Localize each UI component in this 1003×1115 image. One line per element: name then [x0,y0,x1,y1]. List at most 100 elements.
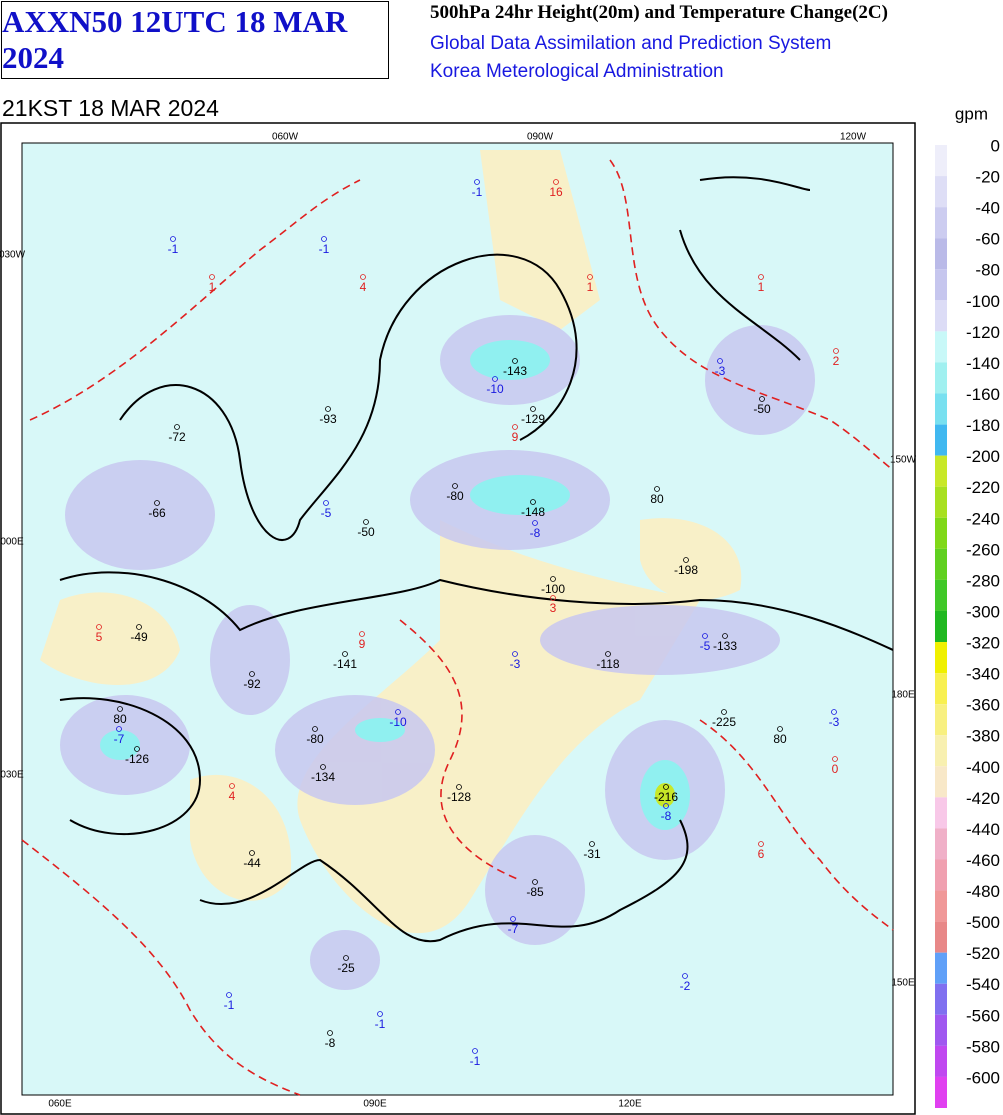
height-label: -85 [526,885,544,899]
height-label: -25 [337,961,355,975]
temp-rise-label: 4 [360,280,367,294]
legend-label: -240 [966,509,1000,528]
center-marker [532,879,538,885]
product-code: AXXN50 12UTC 18 MAR 2024 [2,4,348,75]
legend-label: -520 [966,944,1000,963]
height-label: 80 [773,732,787,746]
height-label: -49 [130,630,148,644]
center-marker [721,709,727,715]
center-marker [550,595,556,601]
center-marker [512,424,518,430]
temp-rise-label: 1 [758,280,765,294]
center-marker [249,671,255,677]
height-label: 80 [650,492,664,506]
center-marker [530,499,536,505]
temp-fall-label: -2 [680,979,691,993]
center-marker [325,406,331,412]
temp-fall-label: -1 [472,185,483,199]
height-label: -80 [306,732,324,746]
legend-swatch [935,486,947,518]
center-marker [702,633,708,639]
center-marker [96,624,102,630]
grid-label: 090W [527,132,554,143]
grid-label: 060E [48,1099,72,1110]
temp-fall-label: -1 [224,998,235,1012]
center-marker [663,784,669,790]
center-marker [832,756,838,762]
height-label: -141 [333,657,357,671]
center-marker [510,916,516,922]
legend-swatch [935,176,947,208]
grid-label: 150E [891,978,915,989]
center-marker [170,236,176,242]
grid-label: 150W [890,455,917,466]
legend-swatch [935,1045,947,1077]
center-marker [377,1011,383,1017]
agency-name: Korea Meterological Administration [430,61,724,82]
legend-label: 0 [991,136,1000,155]
legend-label: -120 [966,323,1000,342]
center-marker [360,274,366,280]
grid-label: 030E [0,770,24,781]
center-marker [532,520,538,526]
center-marker [605,651,611,657]
legend-label: -540 [966,975,1000,994]
legend-swatch [935,828,947,860]
center-marker [553,179,559,185]
center-marker [154,500,160,506]
legend-swatch [935,145,947,177]
legend-swatch [935,548,947,580]
center-marker [327,1030,333,1036]
center-marker [342,651,348,657]
center-marker [474,179,480,185]
temp-fall-label: -3 [510,657,521,671]
temp-rise-label: 2 [833,354,840,368]
legend-swatch [935,300,947,332]
legend-label: -580 [966,1037,1000,1056]
legend-swatch [935,952,947,984]
grid-label: 090E [363,1099,387,1110]
legend-label: -180 [966,416,1000,435]
temperature-contours [21,159,894,1096]
center-marker [359,631,365,637]
legend-label: -600 [966,1068,1000,1087]
core-shading [655,783,675,807]
legend-swatch [935,610,947,643]
center-marker [117,706,123,712]
center-marker [758,841,764,847]
temp-fall-label: -1 [375,1017,386,1031]
center-marker [654,486,660,492]
temp-rise-label: 3 [550,601,557,615]
temp-rise-label: 5 [96,630,103,644]
outer-frame [0,122,916,1115]
center-marker [343,955,349,961]
legend-swatch [935,735,947,767]
legend-swatch [935,331,947,363]
legend-label: -280 [966,571,1000,590]
legend-label: -380 [966,727,1000,746]
center-marker [472,1048,478,1054]
legend-label: -200 [966,447,1000,466]
legend-swatch [935,517,947,549]
temp-rise-label: 4 [229,789,236,803]
temp-fall-label: -10 [486,382,504,396]
legend-swatch [935,1014,947,1046]
legend-label: -360 [966,696,1000,715]
temp-rise-label: 9 [359,637,366,651]
temp-fall-label: -10 [389,715,407,729]
temp-fall-label: -1 [319,242,330,256]
height-label: -31 [583,847,601,861]
temp-fall-label: -1 [168,242,179,256]
height-label: -216 [654,790,678,804]
height-label: -129 [521,412,545,426]
height-label: -100 [541,582,565,596]
height-label: -134 [311,770,335,784]
center-marker [116,726,122,732]
temp-rise-label: 0 [832,762,839,776]
center-marker [663,803,669,809]
legend-swatch [935,673,947,705]
legend-label: -100 [966,292,1000,311]
code-box: AXXN50 12UTC 18 MAR 2024 [1,1,389,79]
center-marker [512,358,518,364]
